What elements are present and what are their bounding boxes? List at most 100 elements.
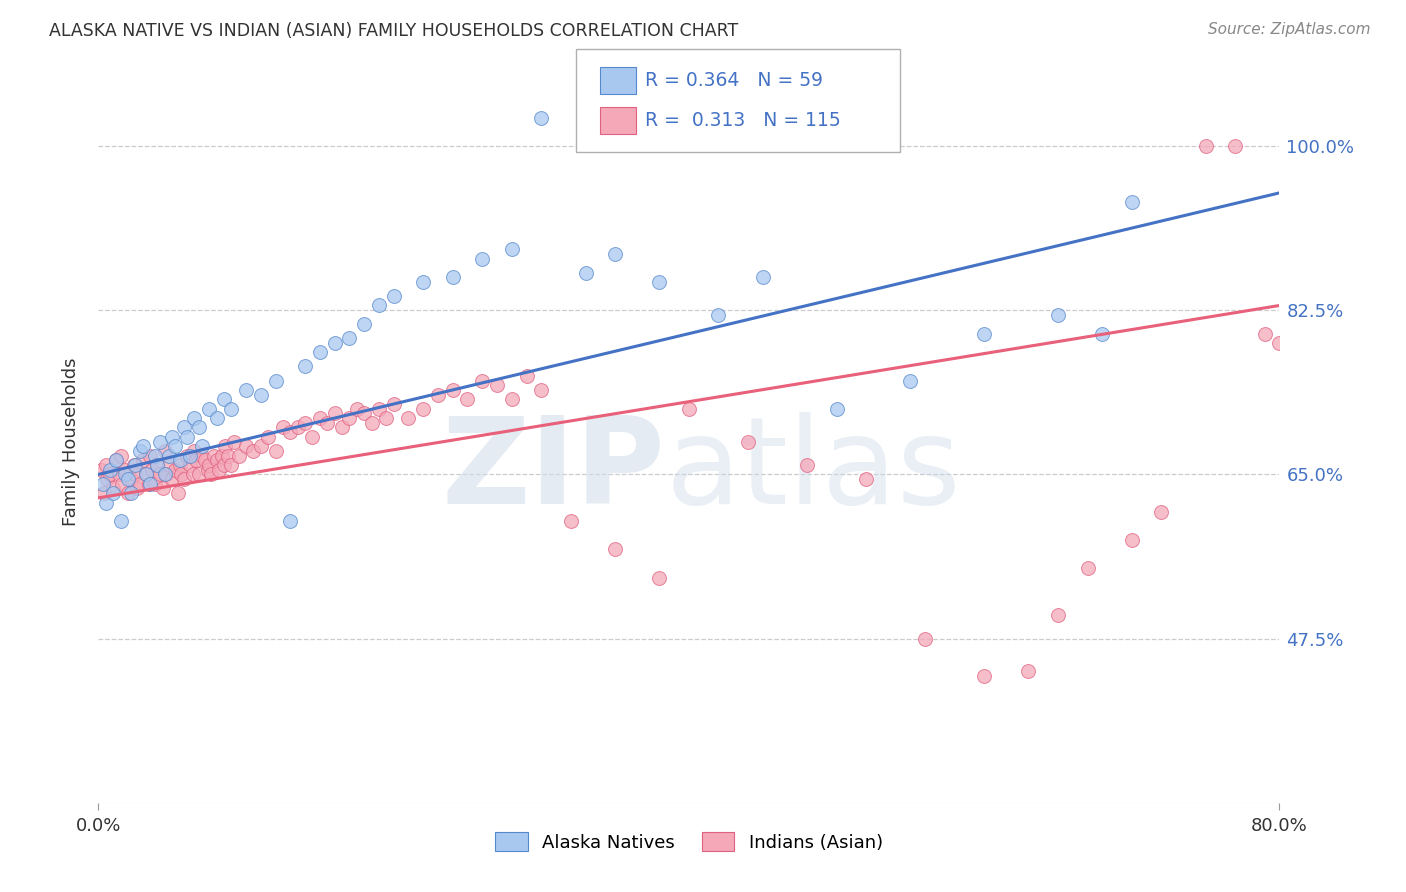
Point [1268,336,1291,351]
Point [211,449,233,463]
Point [471,252,494,266]
Point [132,453,155,467]
Point [110,514,132,528]
Point [648,571,671,585]
Point [217,449,239,463]
Point [228,449,250,463]
Point [138,476,160,491]
Point [153,444,176,458]
Point [855,472,877,486]
Point [605,247,627,261]
Point [323,406,346,420]
Point [501,242,523,256]
Point [205,411,228,425]
Point [132,439,155,453]
Point [360,416,382,430]
Point [124,458,146,472]
Point [316,416,339,430]
Point [235,439,257,453]
Point [486,378,509,392]
Point [212,458,235,472]
Point [198,401,221,416]
Point [530,111,553,125]
Point [242,444,264,458]
Point [205,453,228,467]
Point [648,275,671,289]
Point [1047,308,1070,322]
Point [1077,561,1099,575]
Point [271,420,294,434]
Point [176,449,198,463]
Point [382,289,405,303]
Point [197,463,219,477]
Y-axis label: Family Households: Family Households [62,358,80,525]
Text: R = 0.364   N = 59: R = 0.364 N = 59 [645,70,824,90]
Point [191,439,214,453]
Point [198,458,221,472]
Point [94,495,117,509]
Point [200,467,222,482]
Point [122,458,145,472]
Point [339,331,361,345]
Point [427,387,450,401]
Point [560,514,582,528]
Point [108,467,131,482]
Point [93,486,115,500]
Point [914,632,936,646]
Point [221,401,243,416]
Point [135,467,157,482]
Point [280,425,302,439]
Point [98,463,121,477]
Point [167,486,190,500]
Point [91,476,114,491]
Point [301,430,323,444]
Point [214,439,236,453]
Text: ZIP: ZIP [441,412,665,529]
Point [1121,533,1143,547]
Point [257,430,280,444]
Point [398,411,420,425]
Point [1150,505,1173,519]
Point [208,463,231,477]
Point [412,401,434,416]
Point [173,472,195,486]
Point [973,326,995,341]
Point [183,411,205,425]
Legend: Alaska Natives, Indians (Asian): Alaska Natives, Indians (Asian) [488,825,890,859]
Point [264,444,287,458]
Point [124,467,146,482]
Point [149,467,172,482]
Point [90,463,112,477]
Point [120,472,142,486]
Point [1386,411,1406,425]
Point [707,308,730,322]
Point [173,420,195,434]
Point [1225,139,1247,153]
Point [98,467,121,482]
Point [737,434,759,449]
Point [169,453,191,467]
Point [457,392,479,407]
Point [250,439,273,453]
Point [191,449,214,463]
Point [501,392,523,407]
Point [117,472,139,486]
Point [146,458,169,472]
Point [96,472,118,486]
Point [516,368,538,383]
Point [170,467,193,482]
Point [128,476,150,491]
Point [165,439,187,453]
Point [1195,139,1218,153]
Point [111,476,134,491]
Point [110,449,132,463]
Point [162,430,183,444]
Point [221,458,243,472]
Point [187,467,209,482]
Point [120,486,142,500]
Point [752,270,775,285]
Point [346,401,368,416]
Point [1357,397,1379,411]
Point [1091,326,1114,341]
Point [105,453,128,467]
